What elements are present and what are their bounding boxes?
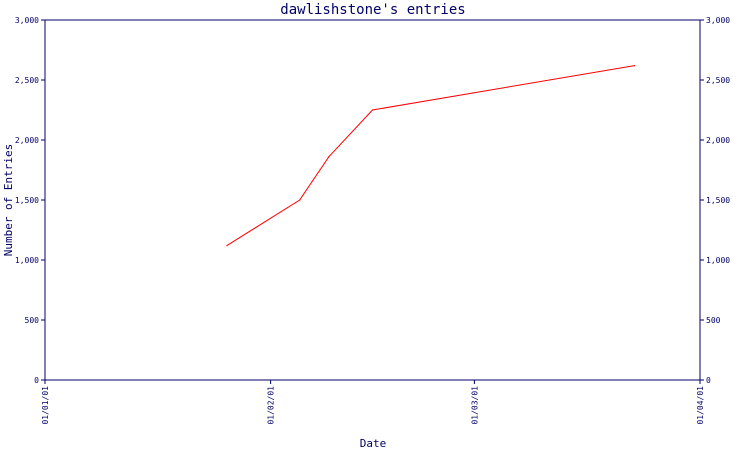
x-axis-label: Date bbox=[360, 437, 387, 450]
data-point bbox=[633, 65, 636, 67]
data-point bbox=[299, 199, 301, 201]
data-point bbox=[226, 245, 228, 247]
y-tick-label-left: 0 bbox=[34, 376, 39, 385]
y-tick-label-right: 3,000 bbox=[706, 16, 730, 25]
x-tick-label: 01/04/01 bbox=[696, 386, 705, 425]
plot-area bbox=[44, 19, 701, 381]
y-tick-label-right: 1,000 bbox=[706, 256, 730, 265]
y-tick-label-left: 500 bbox=[25, 316, 40, 325]
chart-title: dawlishstone's entries bbox=[280, 2, 465, 18]
y-tick-label-left: 2,000 bbox=[15, 136, 39, 145]
data-point bbox=[371, 109, 374, 111]
y-tick-label-right: 2,500 bbox=[706, 76, 730, 85]
y-tick-label-right: 0 bbox=[706, 376, 711, 385]
y-axis-ticks: 0 0 500 500 1,000 1,000 1,500 1,500 2,000 2,000 2,… bbox=[15, 16, 730, 385]
y-tick-label-left: 2,500 bbox=[15, 76, 39, 85]
series-lines bbox=[226, 65, 636, 247]
data-point bbox=[328, 156, 330, 158]
x-axis-ticks: 01/01/01 01/02/01 01/03/01 01/04/01 bbox=[41, 380, 705, 425]
y-tick-label-left: 1,000 bbox=[15, 256, 39, 265]
y-tick-label-right: 2,000 bbox=[706, 136, 730, 145]
y-tick-label-right: 1,500 bbox=[706, 196, 730, 205]
y-axis-label: Number of Entries bbox=[2, 144, 15, 257]
y-tick-label-right: 500 bbox=[706, 316, 721, 325]
y-tick-label-left: 3,000 bbox=[15, 16, 39, 25]
x-tick-label: 01/01/01 bbox=[41, 386, 50, 425]
x-tick-label: 01/03/01 bbox=[470, 386, 479, 425]
y-tick-label-left: 1,500 bbox=[15, 196, 39, 205]
series-line bbox=[226, 65, 635, 247]
x-tick-label: 01/02/01 bbox=[267, 386, 276, 425]
